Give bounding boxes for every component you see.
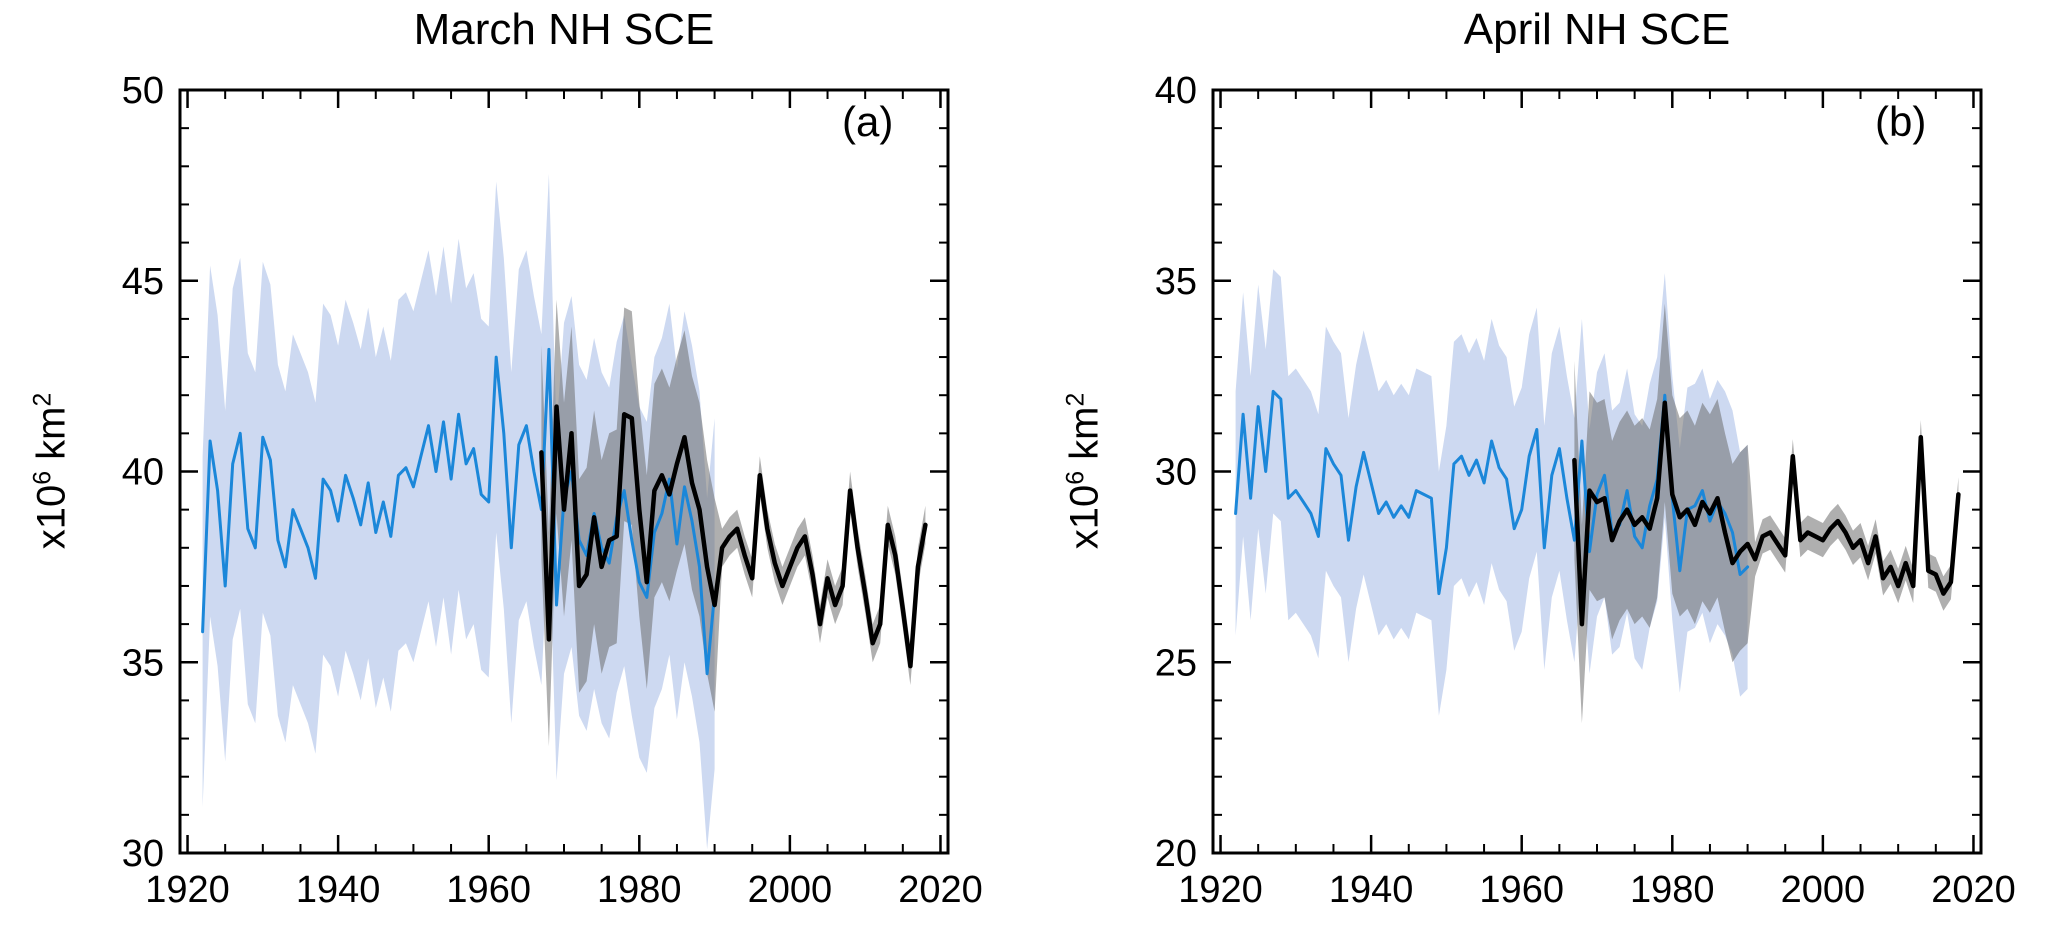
svg-text:1960: 1960: [446, 869, 531, 911]
svg-text:1920: 1920: [145, 869, 230, 911]
svg-text:1980: 1980: [1630, 869, 1715, 911]
svg-text:30: 30: [122, 833, 164, 875]
svg-text:45: 45: [122, 261, 164, 303]
svg-text:2020: 2020: [898, 869, 983, 911]
svg-text:20: 20: [1155, 833, 1197, 875]
svg-text:35: 35: [1155, 261, 1197, 303]
panel-april: April NH SCE (b) x106 km2 1920 1940 1960 19…: [1033, 0, 2066, 928]
svg-text:1940: 1940: [296, 869, 381, 911]
svg-text:40: 40: [122, 452, 164, 494]
svg-text:30: 30: [1155, 452, 1197, 494]
svg-text:2000: 2000: [1781, 869, 1866, 911]
svg-text:35: 35: [122, 642, 164, 684]
svg-text:50: 50: [122, 70, 164, 112]
chart-title-march: March NH SCE: [413, 5, 715, 54]
svg-text:40: 40: [1155, 70, 1197, 112]
svg-text:1960: 1960: [1479, 869, 1564, 911]
panel-march: March NH SCE (a) x106 km2 1920 1940 1960 19…: [0, 0, 1033, 928]
svg-text:2000: 2000: [748, 869, 833, 911]
svg-text:25: 25: [1155, 642, 1197, 684]
chart-title-april: April NH SCE: [1463, 5, 1731, 54]
chart-march-svg: 1920 1940 1960 1980 2000 2020 30 35 40 45 50: [122, 70, 983, 911]
svg-text:1920: 1920: [1178, 869, 1263, 911]
svg-text:2020: 2020: [1931, 869, 2016, 911]
panel-label-b: (b): [1875, 98, 1927, 145]
svg-text:1940: 1940: [1329, 869, 1414, 911]
panel-label-a: (a): [842, 98, 894, 145]
svg-text:1980: 1980: [597, 869, 682, 911]
